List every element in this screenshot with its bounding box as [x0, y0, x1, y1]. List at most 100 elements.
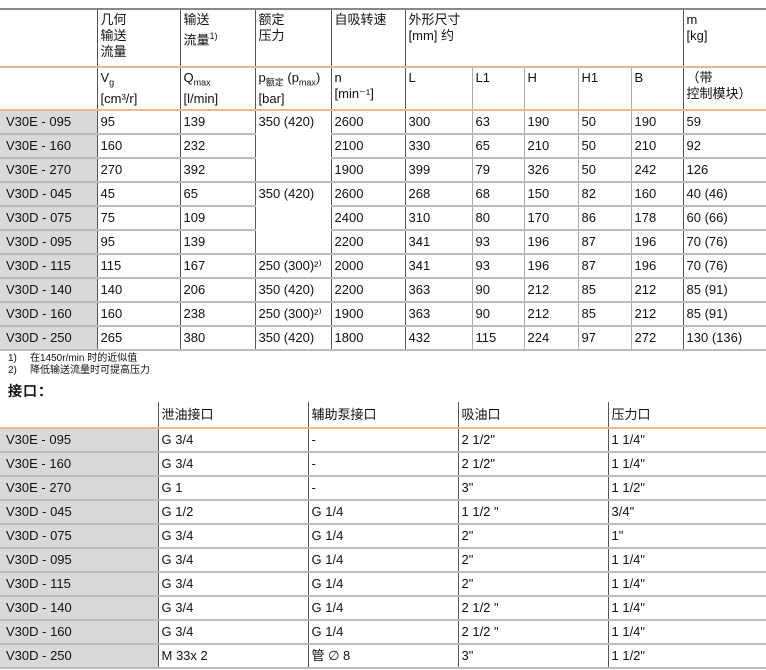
- table-cell: G 3/4: [157, 572, 308, 597]
- table-cell: 2000: [330, 253, 405, 279]
- table-cell: 50: [577, 133, 631, 159]
- header-flow: 输送 流量1): [179, 9, 255, 67]
- table-cell: 50: [577, 109, 631, 135]
- table-cell: 63: [471, 109, 524, 135]
- table-cell: 250 (300)²⁾: [254, 253, 331, 279]
- table-cell: 管 ∅ 8: [307, 644, 458, 669]
- table-cell: 238: [179, 301, 255, 327]
- model-cell: V30E - 160: [0, 133, 97, 159]
- header-aux-pump-port: 辅助泵接口: [307, 402, 458, 429]
- table-cell: 86: [577, 205, 631, 231]
- table-cell: 82: [577, 181, 631, 207]
- table-cell: 70 (76): [682, 253, 766, 279]
- table-cell: 242: [630, 157, 684, 183]
- table-cell: 140: [96, 277, 180, 303]
- table-cell: 160: [630, 181, 684, 207]
- table-cell: 1 1/2 ": [457, 500, 608, 525]
- header-dimensions: 外形尺寸 [mm] 约: [404, 9, 684, 67]
- header-pressure-label: 额定压力: [258, 12, 285, 43]
- header2-L: L: [404, 66, 472, 111]
- table-cell: 85: [577, 277, 631, 303]
- table-row: V30E - 270 G 1-3" 1 1/2": [0, 476, 766, 501]
- table-cell: 363: [404, 277, 472, 303]
- table-cell: 79: [471, 157, 524, 183]
- table-row: V30D - 160 G 3/4 G 1/4 2 1/2 " 1 1/4": [0, 620, 766, 645]
- model-cell: V30D - 095: [0, 548, 158, 573]
- header-row-1: 几何 输送 流量 输送 流量1) 额定压力 自吸转速 外形尺寸 [mm] 约 m [kg]: [0, 9, 766, 67]
- table-row: V30D - 160 160 238 250 (300)²⁾ 1900 363 90 212 8…: [0, 301, 766, 327]
- table-cell: 2 1/2": [457, 452, 608, 477]
- table-cell: 2600: [330, 109, 405, 135]
- table-cell: G 3/4: [157, 620, 308, 645]
- table-cell: 1800: [330, 325, 405, 351]
- table-cell: 170: [523, 205, 578, 231]
- table-cell: 210: [630, 133, 684, 159]
- table-cell: 178: [630, 205, 684, 231]
- header-drain-port: 泄油接口: [157, 402, 308, 429]
- table-cell: 190: [630, 109, 684, 135]
- model-cell: V30D - 045: [0, 181, 97, 207]
- table-cell: 75: [96, 205, 180, 231]
- table-cell: 2200: [330, 229, 405, 255]
- table-cell: 167: [179, 253, 255, 279]
- table-cell: 350 (420): [254, 325, 331, 351]
- table-row: V30D - 115 115 167 250 (300)²⁾ 2000 341 93 196 8…: [0, 253, 766, 279]
- table-cell: 270: [96, 157, 180, 183]
- table-cell: 2100: [330, 133, 405, 159]
- table-cell: 139: [179, 109, 255, 135]
- table-cell: 210: [523, 133, 578, 159]
- table-cell: 160: [96, 301, 180, 327]
- table-cell: 109: [179, 205, 255, 231]
- table-cell: 341: [404, 229, 472, 255]
- table-cell: 115: [96, 253, 180, 279]
- table-cell: 93: [471, 229, 524, 255]
- table-row: V30D - 045 G 1/2 G 1/4 1 1/2 " 3/4": [0, 500, 766, 525]
- header-row-2: Vg [cm³/r] Qmax [l/min] p额定 (pmax) [bar] n[…: [0, 66, 766, 111]
- table-cell: 310: [404, 205, 472, 231]
- table-cell: 190: [523, 109, 578, 135]
- header2-p: p额定 (pmax) [bar]: [254, 66, 331, 111]
- table-cell: 60 (66): [682, 205, 766, 231]
- table-cell: 95: [96, 229, 180, 255]
- table-cell: 87: [577, 229, 631, 255]
- footnotes: 1) 在1450r/min 时的近似值 2) 降低输送流量时可提高压力: [8, 353, 150, 377]
- table-cell: 70 (76): [682, 229, 766, 255]
- table-cell: G 1/4: [307, 620, 458, 645]
- table-cell: 1900: [330, 301, 405, 327]
- table-cell: 59: [682, 109, 766, 135]
- model-cell: V30E - 095: [0, 428, 158, 453]
- table-row: V30D - 140 G 3/4 G 1/4 2 1/2 " 1 1/4": [0, 596, 766, 621]
- specs-table: 几何 输送 流量 输送 流量1) 额定压力 自吸转速 外形尺寸 [mm] 约 m [kg]…: [0, 8, 766, 351]
- table-cell: 40 (46): [682, 181, 766, 207]
- table-cell: 196: [523, 253, 578, 279]
- table-cell: 2 1/2 ": [457, 620, 608, 645]
- connections-table: 泄油接口 辅助泵接口 吸油口 压力口 V30E - 095 G 3/4-2 1/2…: [0, 402, 766, 669]
- table-cell: 1 1/4": [607, 620, 766, 645]
- table-cell: 330: [404, 133, 472, 159]
- header2-n: n [min⁻¹]: [330, 66, 405, 111]
- header-model: [0, 9, 97, 67]
- table-cell: 130 (136): [682, 325, 766, 351]
- model-cell: V30D - 140: [0, 596, 158, 621]
- table-cell: 341: [404, 253, 472, 279]
- table-cell: 212: [523, 301, 578, 327]
- table-cell: -: [307, 428, 458, 453]
- table-row: V30E - 160 G 3/4-2 1/2" 1 1/4": [0, 452, 766, 477]
- table-cell: 2": [457, 548, 608, 573]
- table-cell: G 3/4: [157, 596, 308, 621]
- header2-H: H: [523, 66, 578, 111]
- table-cell: 350 (420): [254, 277, 331, 303]
- table-row: V30D - 140 140 206 350 (420) 2200 363 90 212 85 2…: [0, 277, 766, 303]
- table-cell: 50: [577, 157, 631, 183]
- table-cell: G 3/4: [157, 428, 308, 453]
- table-cell: 85 (91): [682, 277, 766, 303]
- table-cell: 196: [523, 229, 578, 255]
- table-cell: 363: [404, 301, 472, 327]
- table-cell: 1 1/4": [607, 596, 766, 621]
- table-cell: -: [307, 476, 458, 501]
- table-row: V30D - 250 265 380 350 (420) 1800 432 115 224 97…: [0, 325, 766, 351]
- table-cell: 250 (300)²⁾: [254, 301, 331, 327]
- table-cell: 1 1/2": [607, 644, 766, 669]
- model-cell: V30E - 095: [0, 109, 97, 135]
- table-cell: 97: [577, 325, 631, 351]
